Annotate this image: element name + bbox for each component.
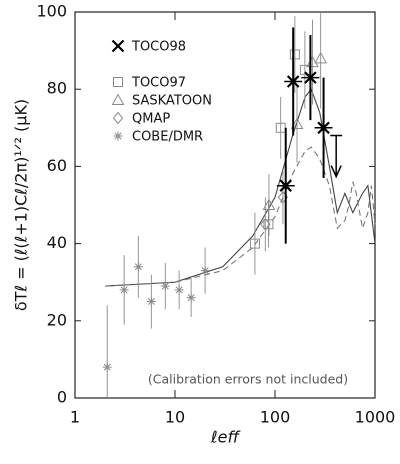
marker	[112, 111, 124, 125]
marker-shape	[111, 93, 125, 105]
x-axis-label: ℓeff	[210, 428, 241, 447]
y-tick-label: 80	[47, 79, 67, 98]
x-tick-label: 1000	[355, 408, 396, 427]
marker-stroke	[187, 294, 195, 302]
legend-label: COBE/DMR	[132, 130, 203, 145]
marker	[304, 71, 317, 84]
marker-stroke	[161, 282, 169, 290]
marker-shape	[263, 219, 274, 230]
y-axis-label: δTℓ = (ℓ(ℓ+1)Cℓ/2π)¹ᐟ² (μK)	[12, 99, 31, 311]
marker-stroke	[120, 286, 128, 294]
legend-label: QMAP	[132, 112, 170, 127]
marker-stroke	[317, 121, 330, 135]
limit-head	[330, 165, 342, 179]
marker-stroke	[175, 286, 183, 294]
marker	[186, 293, 196, 303]
model-curve	[105, 146, 376, 287]
marker-stroke	[279, 179, 292, 192]
marker-stroke	[134, 263, 142, 271]
y-tick-label: 100	[36, 2, 67, 21]
marker-shape	[113, 77, 123, 87]
marker-shape	[262, 198, 276, 210]
marker	[174, 285, 184, 295]
marker	[119, 285, 129, 295]
marker	[111, 93, 125, 105]
marker	[133, 262, 143, 272]
marker	[279, 179, 292, 192]
upper-limit	[330, 134, 343, 179]
marker	[146, 297, 156, 306]
marker-stroke	[201, 267, 209, 275]
marker	[299, 64, 310, 75]
marker-shape	[290, 117, 304, 129]
marker-stroke	[286, 75, 300, 88]
marker-shape	[289, 49, 300, 60]
marker-shape	[249, 238, 260, 249]
x-tick-label: 1	[70, 408, 80, 427]
marker	[262, 198, 276, 210]
marker	[113, 77, 123, 87]
y-tick-label: 40	[47, 233, 67, 252]
y-tick-label: 60	[47, 156, 67, 175]
legend-label: TOCO98	[131, 40, 186, 55]
x-tick-label: 100	[260, 408, 291, 427]
marker	[249, 238, 260, 249]
marker-stroke	[103, 363, 111, 371]
marker	[160, 281, 170, 291]
marker-shape	[314, 51, 327, 64]
marker	[290, 117, 304, 129]
y-tick-label: 20	[47, 310, 67, 329]
marker	[263, 219, 274, 230]
marker-stroke	[147, 297, 155, 306]
marker-stroke	[304, 71, 317, 84]
marker-shape	[112, 111, 124, 125]
plot-frame	[74, 11, 376, 399]
marker	[289, 49, 300, 60]
marker-stroke	[111, 39, 125, 53]
marker	[113, 131, 123, 141]
annotation: (Calibration errors not included)	[148, 372, 348, 387]
marker	[200, 266, 210, 276]
y-tick-label: 0	[57, 388, 67, 407]
x-tick-label: 10	[165, 408, 185, 427]
marker	[286, 75, 300, 88]
marker	[317, 121, 330, 135]
marker	[111, 39, 125, 53]
marker-shape	[299, 64, 310, 75]
legend-label: SASKATOON	[132, 94, 212, 109]
marker	[314, 51, 327, 64]
legend-label: TOCO97	[131, 76, 186, 91]
marker	[102, 362, 112, 372]
marker-stroke	[114, 132, 122, 140]
